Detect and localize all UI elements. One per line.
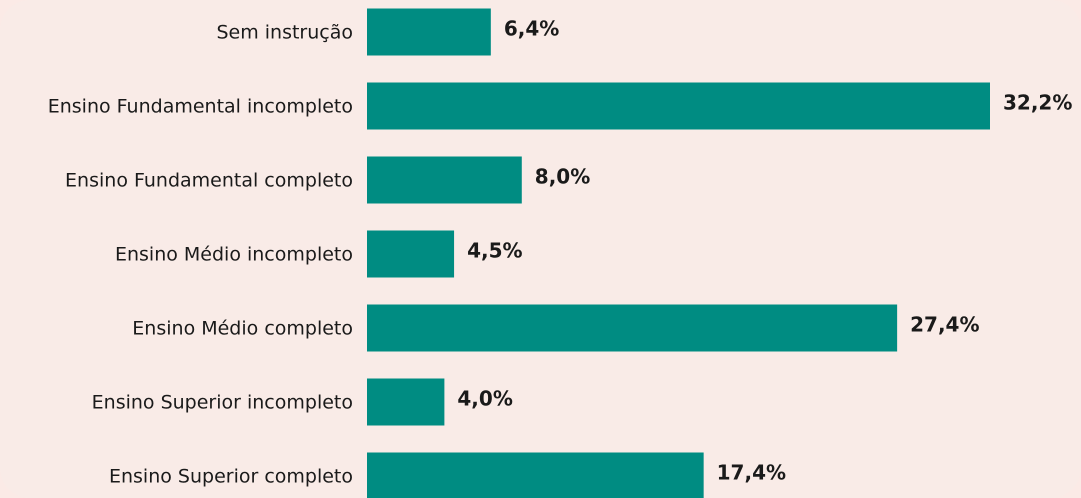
value-label: 27,4%: [910, 313, 979, 337]
bar: [367, 8, 491, 56]
bar: [367, 82, 990, 130]
bar: [367, 452, 704, 498]
bar: [367, 230, 455, 278]
category-label: Ensino Superior incompleto: [92, 392, 353, 414]
category-label: Sem instrução: [216, 22, 353, 44]
bar: [367, 378, 445, 426]
category-label: Ensino Médio completo: [132, 318, 353, 340]
value-label: 17,4%: [717, 461, 786, 485]
category-label: Ensino Superior completo: [109, 466, 353, 488]
category-label: Ensino Médio incompleto: [115, 244, 353, 266]
value-label: 32,2%: [1003, 91, 1072, 115]
category-label: Ensino Fundamental completo: [65, 170, 353, 192]
value-label: 4,5%: [467, 239, 522, 263]
bar: [367, 304, 898, 352]
value-label: 8,0%: [535, 165, 590, 189]
value-label: 4,0%: [457, 387, 512, 411]
value-label: 6,4%: [504, 17, 559, 41]
bar: [367, 156, 522, 204]
category-label: Ensino Fundamental incompleto: [48, 96, 353, 118]
